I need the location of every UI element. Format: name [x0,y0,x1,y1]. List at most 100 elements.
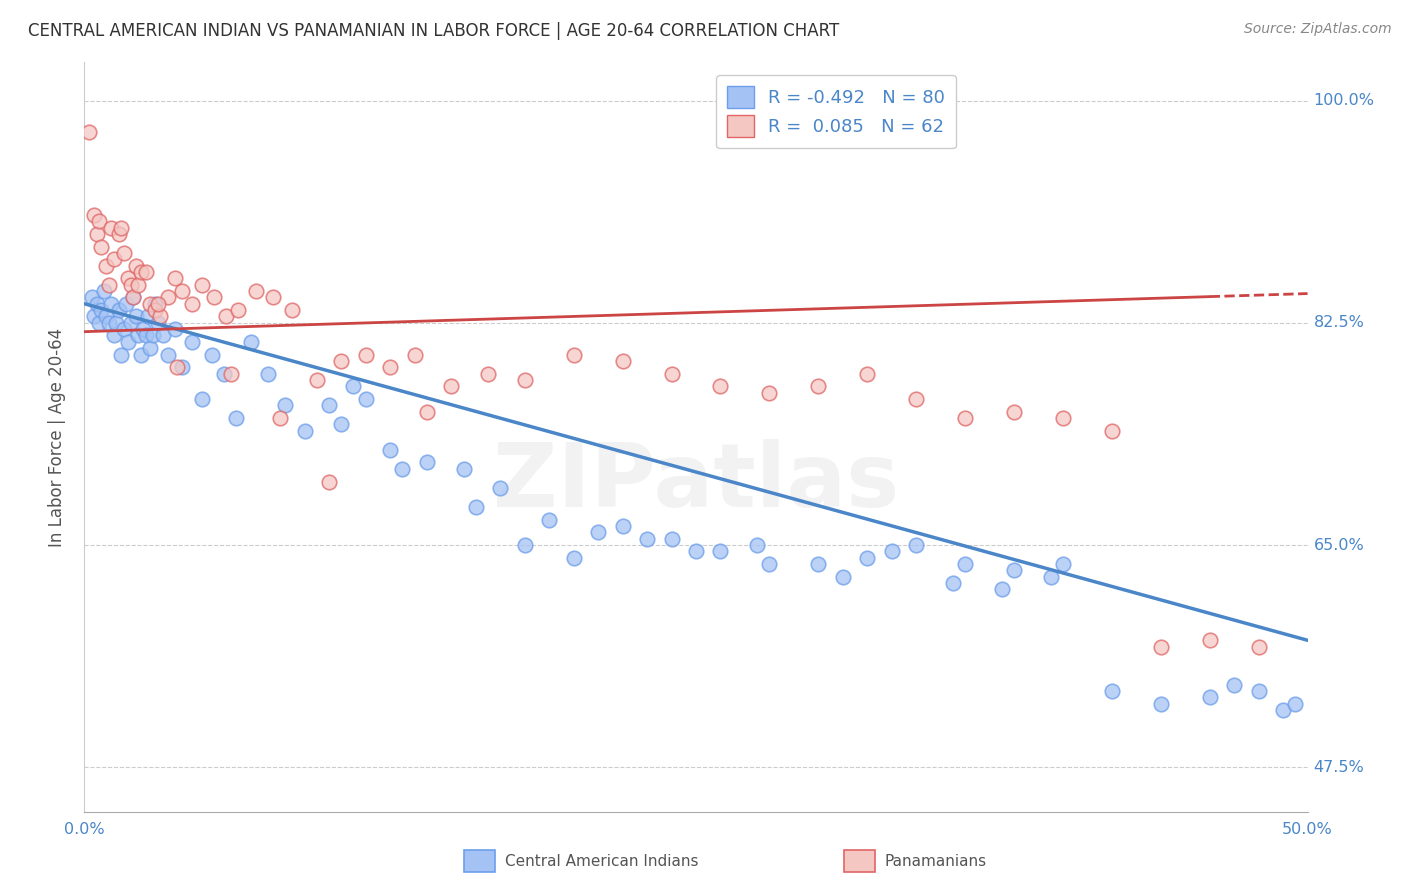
Point [1247,684,1270,698]
Point [262,290,284,304]
Point [90,303,112,318]
Point [612,519,634,533]
Point [96,310,118,324]
Point [166,360,188,375]
Point [354,347,377,361]
Point [380,360,402,375]
Point [1052,557,1074,571]
Point [156,347,179,361]
Point [122,290,145,304]
Point [103,328,125,343]
Point [991,582,1014,597]
Point [125,259,148,273]
Point [156,290,179,304]
Point [661,532,683,546]
Point [112,246,135,260]
Point [1101,684,1123,698]
Point [416,455,439,469]
Point [612,354,634,368]
Point [1198,690,1220,705]
Point [100,297,122,311]
Point [330,417,353,432]
Point [1247,640,1270,654]
Point [440,379,463,393]
Point [905,538,928,552]
Point [513,373,536,387]
Point [212,367,235,381]
Point [228,303,250,318]
Point [1002,405,1025,419]
Point [97,277,120,292]
Point [1101,424,1123,438]
Y-axis label: In Labor Force | Age 20-64: In Labor Force | Age 20-64 [48,327,66,547]
Point [342,379,364,393]
Point [139,297,162,311]
Point [105,316,128,330]
Point [139,341,162,355]
Point [136,310,159,324]
Point [856,550,879,565]
Point [110,347,132,361]
Point [905,392,928,406]
Point [1150,640,1173,654]
Point [120,316,142,330]
Point [132,322,155,336]
Point [93,284,115,298]
Point [127,328,149,343]
Point [135,328,157,343]
Point [100,220,122,235]
Point [117,334,139,349]
Point [489,481,512,495]
Point [149,310,172,324]
Point [807,557,830,571]
Text: CENTRAL AMERICAN INDIAN VS PANAMANIAN IN LABOR FORCE | AGE 20-64 CORRELATION CHA: CENTRAL AMERICAN INDIAN VS PANAMANIAN IN… [28,22,839,40]
Point [103,252,125,267]
Text: Source: ZipAtlas.com: Source: ZipAtlas.com [1244,22,1392,37]
Point [269,411,291,425]
Point [143,303,166,318]
Point [115,297,138,311]
Point [318,475,340,489]
Point [513,538,536,552]
Point [80,290,103,304]
Point [143,297,166,311]
Point [562,347,585,361]
Point [215,310,238,324]
Point [117,271,139,285]
Point [880,544,903,558]
Text: 47.5%: 47.5% [1313,760,1364,775]
Point [86,297,108,311]
Point [354,392,377,406]
Point [97,316,120,330]
Point [239,334,262,349]
Point [1223,678,1246,692]
Point [191,392,214,406]
Point [200,347,222,361]
Point [87,316,110,330]
Point [538,513,561,527]
Point [107,227,129,241]
Point [318,398,340,412]
Point [135,265,157,279]
Point [380,442,402,457]
Point [1052,411,1074,425]
Point [1039,570,1062,584]
Point [281,303,304,318]
Point [758,385,780,400]
Point [1198,633,1220,648]
Point [181,334,204,349]
Point [219,367,242,381]
Point [257,367,280,381]
Point [122,290,145,304]
Point [129,347,152,361]
Point [163,271,186,285]
Point [96,259,118,273]
Point [172,360,194,375]
Point [391,462,413,476]
Point [110,220,132,235]
Text: 100.0%: 100.0% [1313,93,1375,108]
Point [404,347,426,361]
Point [685,544,707,558]
Point [127,277,149,292]
Point [636,532,658,546]
